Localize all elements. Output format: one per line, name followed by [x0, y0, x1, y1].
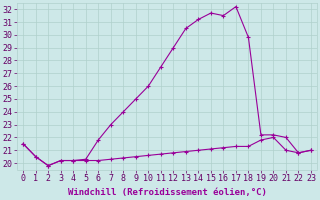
X-axis label: Windchill (Refroidissement éolien,°C): Windchill (Refroidissement éolien,°C): [68, 188, 267, 197]
